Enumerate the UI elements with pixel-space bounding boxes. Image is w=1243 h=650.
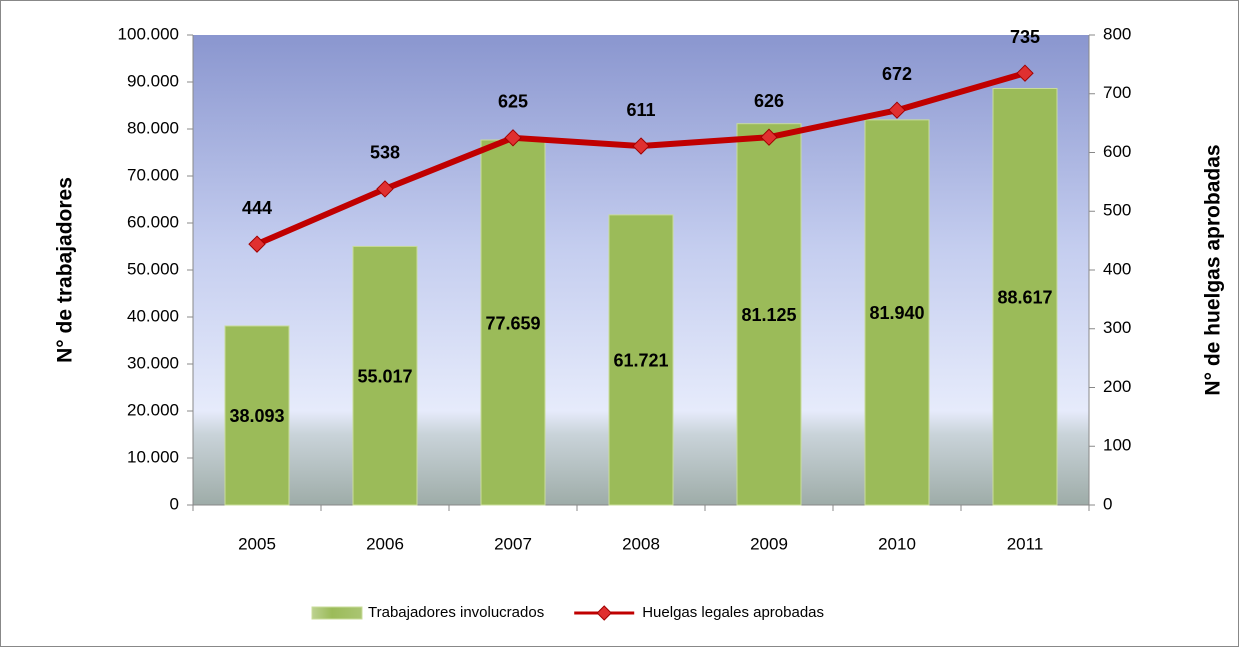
y-tick-label: 0 bbox=[170, 494, 179, 513]
legend-label: Huelgas legales aprobadas bbox=[642, 604, 824, 621]
data-label: 61.721 bbox=[613, 351, 668, 371]
data-label: 672 bbox=[882, 64, 912, 84]
marker bbox=[632, 137, 650, 155]
bar bbox=[224, 325, 290, 506]
y2-tick-label: 400 bbox=[1103, 259, 1131, 278]
x-tick-label: 2008 bbox=[622, 534, 660, 553]
bar bbox=[608, 214, 674, 506]
marker bbox=[1016, 64, 1034, 82]
bar bbox=[480, 139, 546, 506]
y-tick-label: 100.000 bbox=[118, 24, 179, 43]
y-tick-label: 40.000 bbox=[127, 306, 179, 325]
x-tick-label: 2010 bbox=[878, 534, 916, 553]
bar bbox=[864, 119, 930, 506]
y2-tick-label: 300 bbox=[1103, 318, 1131, 337]
y2-tick-label: 200 bbox=[1103, 377, 1131, 396]
legend-marker bbox=[596, 605, 612, 621]
y2-tick-label: 100 bbox=[1103, 436, 1131, 455]
marker bbox=[248, 235, 266, 253]
y-axis-title: N° de trabajadores bbox=[54, 177, 77, 363]
y-tick-label: 50.000 bbox=[127, 259, 179, 278]
marker bbox=[888, 101, 906, 119]
data-label: 538 bbox=[370, 143, 400, 163]
legend-swatch bbox=[311, 606, 363, 620]
data-label: 735 bbox=[1010, 27, 1040, 47]
y-tick-label: 90.000 bbox=[127, 71, 179, 90]
y2-tick-label: 800 bbox=[1103, 24, 1131, 43]
x-tick-label: 2011 bbox=[1007, 534, 1044, 553]
y-tick-label: 10.000 bbox=[127, 447, 179, 466]
data-label: 55.017 bbox=[357, 366, 412, 386]
data-label: 81.940 bbox=[869, 303, 924, 323]
y2-tick-label: 600 bbox=[1103, 142, 1131, 161]
y-tick-label: 60.000 bbox=[127, 212, 179, 231]
data-label: 38.093 bbox=[229, 406, 284, 426]
bar bbox=[992, 88, 1058, 506]
data-label: 626 bbox=[754, 91, 784, 111]
data-label: 611 bbox=[626, 100, 655, 120]
marker bbox=[504, 129, 522, 147]
data-label: 88.617 bbox=[997, 288, 1052, 308]
y-tick-label: 30.000 bbox=[127, 353, 179, 372]
x-tick-label: 2007 bbox=[494, 534, 532, 553]
bar bbox=[352, 245, 418, 506]
y-tick-label: 80.000 bbox=[127, 118, 179, 137]
y-tick-label: 70.000 bbox=[127, 165, 179, 184]
x-tick-label: 2005 bbox=[238, 534, 276, 553]
y2-axis-title: N° de huelgas aprobadas bbox=[1202, 144, 1225, 395]
data-label: 444 bbox=[242, 198, 272, 218]
y2-tick-label: 0 bbox=[1103, 494, 1112, 513]
data-label: 81.125 bbox=[741, 305, 796, 325]
x-tick-label: 2009 bbox=[750, 534, 788, 553]
marker bbox=[376, 180, 394, 198]
marker bbox=[760, 128, 778, 146]
x-tick-label: 2006 bbox=[366, 534, 404, 553]
y2-tick-label: 700 bbox=[1103, 83, 1131, 102]
legend-label: Trabajadores involucrados bbox=[368, 604, 544, 621]
data-label: 625 bbox=[498, 92, 528, 112]
data-label: 77.659 bbox=[485, 313, 540, 333]
bar bbox=[736, 123, 802, 506]
y2-tick-label: 500 bbox=[1103, 201, 1131, 220]
y-tick-label: 20.000 bbox=[127, 400, 179, 419]
